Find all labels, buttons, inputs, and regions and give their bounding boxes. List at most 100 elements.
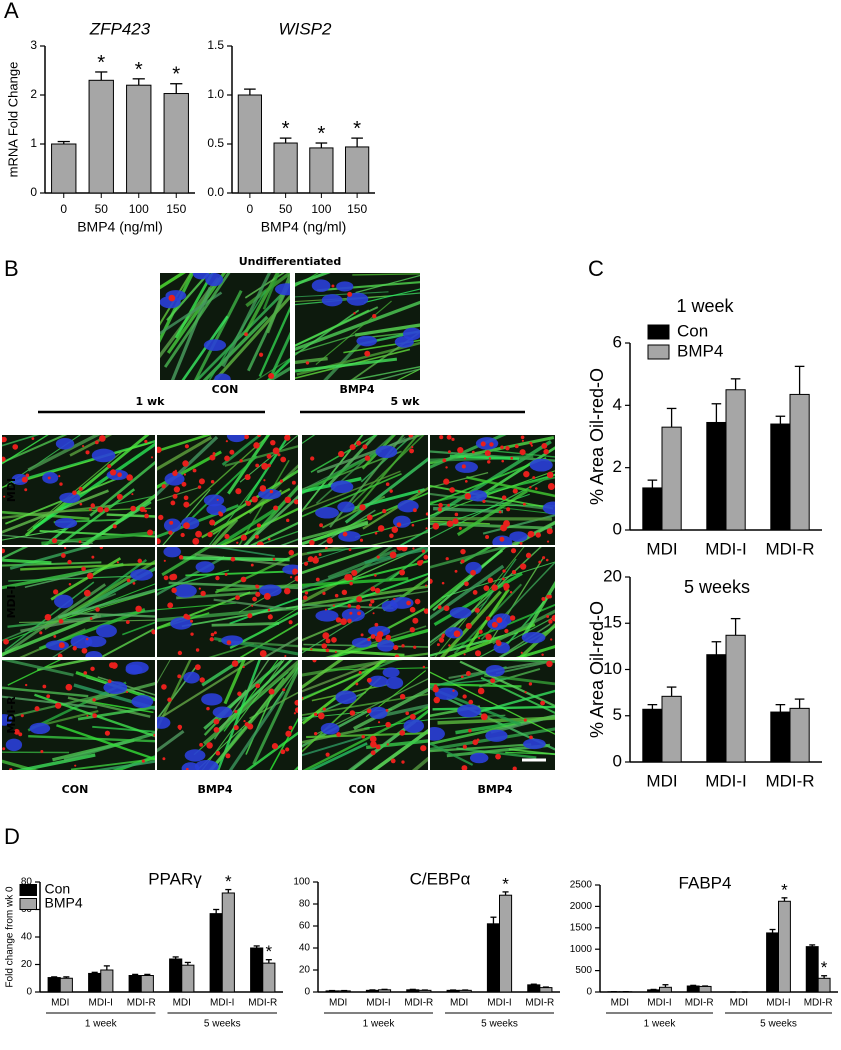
fiber <box>361 435 397 470</box>
lipid <box>401 644 405 648</box>
fiber <box>2 534 93 545</box>
lipid <box>460 559 465 564</box>
lipid <box>288 725 293 730</box>
bar <box>778 900 791 993</box>
micrograph <box>157 435 298 545</box>
fiber <box>106 513 155 518</box>
lipid <box>167 602 174 609</box>
error-bar <box>144 973 151 976</box>
micrograph-content <box>302 547 428 657</box>
lipid <box>374 587 381 594</box>
fiber <box>157 660 171 684</box>
lipid <box>545 558 549 562</box>
micrograph-content <box>430 435 555 545</box>
fiber <box>92 760 155 770</box>
lipid <box>67 559 72 565</box>
lipid <box>326 537 333 544</box>
bar <box>128 975 142 993</box>
micrograph-content <box>430 547 555 657</box>
x-tick-label: MDI-R <box>804 998 833 1009</box>
lipid <box>405 711 410 716</box>
fiber <box>249 691 298 720</box>
error-bar <box>794 698 805 709</box>
micrograph-content <box>2 660 155 770</box>
lipid <box>413 645 417 649</box>
fiber <box>174 273 214 339</box>
lipid <box>447 450 451 454</box>
fiber <box>223 660 246 705</box>
fiber <box>257 530 298 545</box>
bar <box>140 975 154 993</box>
bar <box>698 985 712 993</box>
fiber <box>302 585 428 607</box>
lipid <box>255 683 261 689</box>
lipid <box>81 566 86 572</box>
y-tick-label: 1 <box>30 136 37 150</box>
lipid <box>305 361 310 365</box>
fiber <box>201 660 245 687</box>
lipid <box>482 499 486 504</box>
lipid <box>342 531 348 537</box>
lipid <box>116 561 119 564</box>
lipid <box>483 585 490 591</box>
lipid <box>502 569 506 573</box>
fiber <box>302 660 403 677</box>
lipid <box>110 469 117 476</box>
lipid <box>506 507 511 512</box>
fiber <box>363 288 420 304</box>
lipid <box>447 503 451 507</box>
nucleus <box>455 461 478 473</box>
lipid <box>310 456 315 461</box>
error-bar <box>809 944 816 947</box>
fiber <box>2 547 29 560</box>
lipid <box>468 729 472 733</box>
lipid <box>199 677 205 683</box>
error-bar <box>502 891 509 896</box>
lipid <box>462 744 467 749</box>
lipid <box>21 476 28 483</box>
lipid <box>163 559 166 562</box>
fiber <box>302 603 394 610</box>
lipid <box>441 581 445 585</box>
nucleus <box>91 448 116 463</box>
y-tick-label: 60 <box>299 921 311 932</box>
fiber <box>302 521 369 545</box>
nucleus <box>184 749 206 762</box>
lipid <box>460 675 464 679</box>
lipid <box>528 682 533 686</box>
lipid <box>470 569 476 576</box>
lipid <box>510 548 517 554</box>
lipid <box>292 570 297 575</box>
significance: * <box>317 123 325 145</box>
lipid <box>346 574 353 581</box>
lipid <box>386 743 389 746</box>
fiber <box>208 547 298 549</box>
bar <box>766 932 779 993</box>
lipid <box>25 683 28 687</box>
fiber <box>354 323 420 337</box>
lipid <box>366 514 373 521</box>
lipid <box>529 486 532 489</box>
lipid <box>168 294 176 302</box>
fiber <box>327 572 428 611</box>
lipid <box>370 634 376 639</box>
significance: * <box>135 59 143 81</box>
lipid <box>458 526 462 530</box>
lipid <box>225 753 231 759</box>
fiber <box>399 529 428 545</box>
significance: * <box>781 880 788 899</box>
lipid <box>99 547 104 549</box>
lipid <box>236 541 239 544</box>
bar <box>805 946 819 993</box>
fiber <box>352 273 420 276</box>
lipid <box>538 560 542 564</box>
x-tick-label: MDI-R <box>765 539 814 558</box>
lipid <box>385 482 390 486</box>
lipid <box>177 650 183 656</box>
lipid <box>163 575 169 581</box>
fiber <box>371 728 428 770</box>
fiber <box>302 470 401 512</box>
lipid <box>268 372 275 379</box>
chart-title: C/EBPα <box>410 869 471 888</box>
lipid <box>504 628 509 634</box>
